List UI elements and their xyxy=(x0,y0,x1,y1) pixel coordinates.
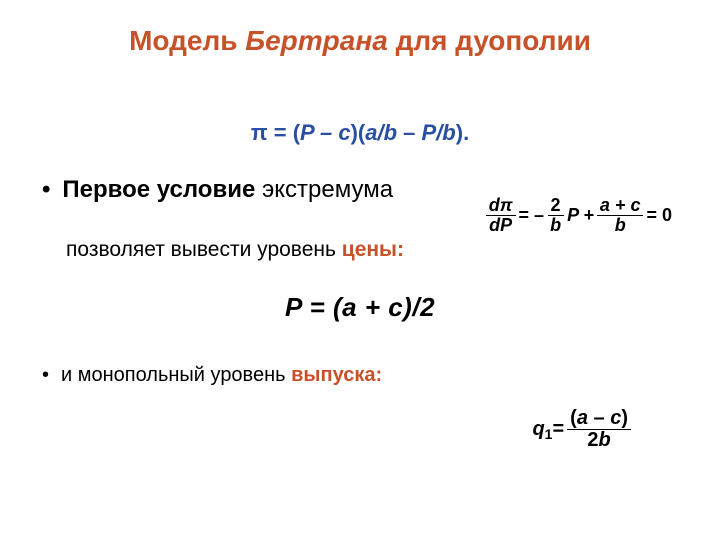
output-highlight: выпуска: xyxy=(291,364,382,386)
allow-text: позволяет вывести уровень цены: xyxy=(66,238,660,262)
derivative-equation: dπ dP = – 2 b P + a + c b = 0 xyxy=(483,196,672,235)
b-den2: b xyxy=(612,216,629,235)
two-num: 2 xyxy=(548,196,564,216)
frac-ac-b: a + c b xyxy=(597,196,644,235)
close1: )( xyxy=(351,120,366,145)
first-condition-rest: экстремума xyxy=(255,176,393,203)
close2: ). xyxy=(456,120,469,145)
output-row: • и монопольный уровень выпуска: xyxy=(60,363,660,388)
b-den: b xyxy=(547,216,564,235)
minus: – xyxy=(397,120,421,145)
allow-highlight: цены: xyxy=(342,238,404,261)
num-a: a xyxy=(577,407,588,429)
var-P: P xyxy=(300,120,314,145)
eq-zero: = 0 xyxy=(646,205,672,226)
ab: a/b xyxy=(365,120,397,145)
title-pre: Модель xyxy=(129,25,245,56)
den-b: b xyxy=(599,429,611,451)
profit-equation: π = (P – c)(a/b – P/b). xyxy=(60,120,660,146)
quantity-equation: q1 = (a – c) 2b xyxy=(532,408,634,451)
den-2: 2 xyxy=(587,429,598,451)
frac-dpi-dp: dπ dP xyxy=(486,196,516,235)
title-italic: Бертрана xyxy=(245,25,388,56)
pi-symbol: π xyxy=(251,120,268,145)
P-plus: P + xyxy=(567,205,594,226)
bullet-icon: • xyxy=(42,176,50,205)
frac-2-b: 2 b xyxy=(547,196,564,235)
eq-minus: = – xyxy=(519,205,545,226)
slide: Модель Бертрана для дуополии π = (P – c)… xyxy=(0,0,720,540)
q-eq: = xyxy=(552,418,564,441)
eq-open: = ( xyxy=(268,120,300,145)
dpi-den: dP xyxy=(486,216,515,235)
slide-title: Модель Бертрана для дуополии xyxy=(60,24,660,58)
num-open: ( xyxy=(570,407,577,429)
frac-ac-2b: (a – c) 2b xyxy=(567,408,631,451)
bullet-icon: • xyxy=(42,363,49,388)
first-condition-bold: Первое условие xyxy=(62,176,255,203)
title-post: для дуополии xyxy=(388,25,591,56)
num-minus: – xyxy=(588,407,610,429)
num-close: ) xyxy=(621,407,628,429)
output-text: и монопольный уровень выпуска: xyxy=(61,363,382,388)
first-condition-text: Первое условие экстремума xyxy=(62,176,393,205)
output-pre: и монопольный уровень xyxy=(61,364,291,386)
price-equation: P = (a + c)/2 xyxy=(60,292,660,323)
dpi-num: dπ xyxy=(486,196,516,216)
allow-pre: позволяет вывести уровень xyxy=(66,238,342,261)
minus-c: – c xyxy=(314,120,351,145)
qty-den: 2b xyxy=(584,430,613,451)
num-c: c xyxy=(610,407,621,429)
qty-num: (a – c) xyxy=(567,408,631,430)
q-var: q xyxy=(532,418,544,441)
Pb: P/b xyxy=(422,120,456,145)
q-sub: 1 xyxy=(545,426,553,442)
ac-num: a + c xyxy=(597,196,644,216)
